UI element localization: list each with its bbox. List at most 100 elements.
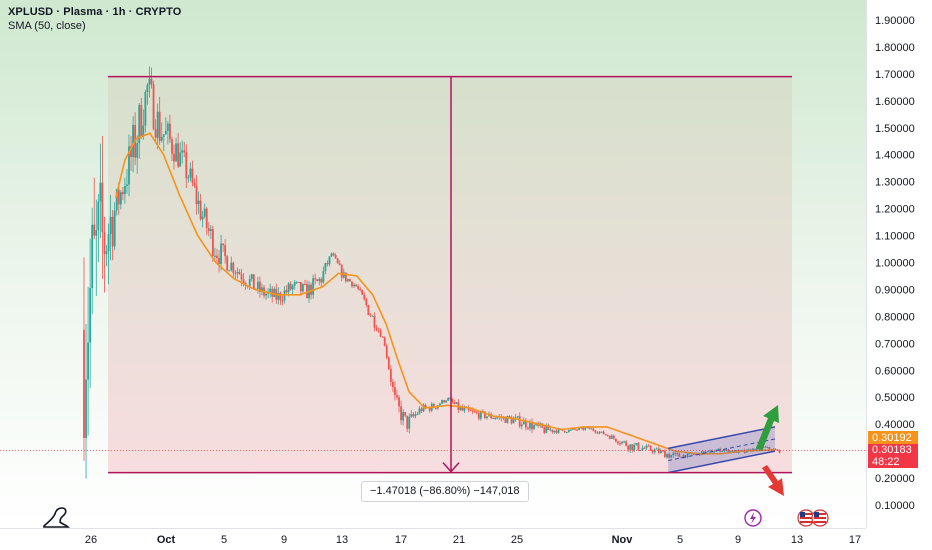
candle-body [392,381,394,388]
candle-body [304,284,306,286]
candle-body [191,168,194,183]
candle-body [445,400,447,403]
candle-body [692,454,695,456]
candle-body [394,387,396,396]
candle-body [175,143,177,162]
candle-body [256,281,259,289]
candle-body [242,279,245,283]
candle-body [455,402,458,404]
candle-body [657,448,660,453]
x-tick-label: 9 [281,534,287,546]
candle-body [87,342,89,380]
candle-body [128,146,130,185]
candle-body [185,152,188,179]
y-tick-label: 1.90000 [875,15,915,27]
candle-body [606,434,609,436]
candle-body [144,91,147,126]
candle-body [138,105,141,144]
candle-body [226,256,229,271]
candle-body [142,125,145,137]
flag-canton [814,512,819,517]
candle-body [555,430,558,433]
candle-body [668,454,670,458]
candle-body [126,184,128,186]
candle-body [463,408,466,411]
candle-body [686,453,689,458]
candle-body [373,315,376,328]
candle-body [643,447,646,449]
candle-body [702,451,705,454]
candle-body [774,449,777,451]
candle-body [365,299,368,306]
channel-upper-line[interactable] [668,426,776,450]
candle-body [89,288,92,343]
candle-body [602,431,605,435]
candle-body [617,441,619,444]
candle-body [369,314,372,316]
x-tick-label: 9 [735,534,741,546]
candle-body [162,134,165,137]
candle-body [641,447,644,451]
y-tick-label: 1.60000 [875,96,915,108]
candle-body [631,444,634,451]
candle-body [778,449,781,453]
sma-line [115,132,776,455]
candle-body [357,286,360,289]
bid-price-tag: 0.30183 48:22 [868,444,918,468]
candle-body [336,258,339,264]
candle-body [543,427,546,433]
candle-body [682,455,685,459]
candle-body [189,168,192,178]
candle-body [608,435,611,439]
candle-body [590,428,593,430]
candle-body [203,208,206,217]
candle-body [236,271,239,274]
candle-body [136,143,139,158]
candle-body [140,105,143,137]
candle-body [199,200,202,220]
candle-body [680,456,683,459]
candle-body [584,427,587,430]
candle-body [639,450,642,452]
channel-lower-line[interactable] [668,450,776,474]
indicator-legend[interactable]: SMA (50, close) [8,20,86,32]
candle-body [516,416,519,418]
candle-body [363,294,366,300]
candle-body [721,450,724,452]
candle-body [340,265,343,278]
flag-stripe [800,521,812,523]
x-tick-label: 25 [511,534,523,546]
candle-body [164,130,167,135]
candle-body [181,150,184,153]
candle-body [398,397,400,407]
candle-body [187,177,190,179]
candle-body [83,329,85,439]
candle-body [324,263,327,271]
candle-body [154,129,157,138]
candle-body [492,418,495,420]
candle-body [113,210,116,247]
candle-body [529,421,531,429]
flag-stripe [814,521,826,523]
candle-body [768,447,771,450]
candle-body [342,272,345,278]
arrow-up-icon[interactable] [756,405,779,451]
candle-body [428,407,431,411]
candle-body [230,262,233,271]
candle-body [451,399,454,402]
candle-body [224,245,227,257]
candle-body [469,409,472,411]
candle-body [93,224,96,236]
candle-body [510,417,513,424]
candle-body [557,428,560,433]
candle-body [447,398,450,401]
candle-body [287,283,290,293]
symbol-title[interactable]: XPLUSD · Plasma · 1h · CRYPTO [8,6,182,18]
candle-body [614,438,617,442]
candle-body [183,150,186,153]
candle-body [414,414,417,417]
candle-body [349,279,351,282]
arrow-down-icon[interactable] [762,465,784,496]
